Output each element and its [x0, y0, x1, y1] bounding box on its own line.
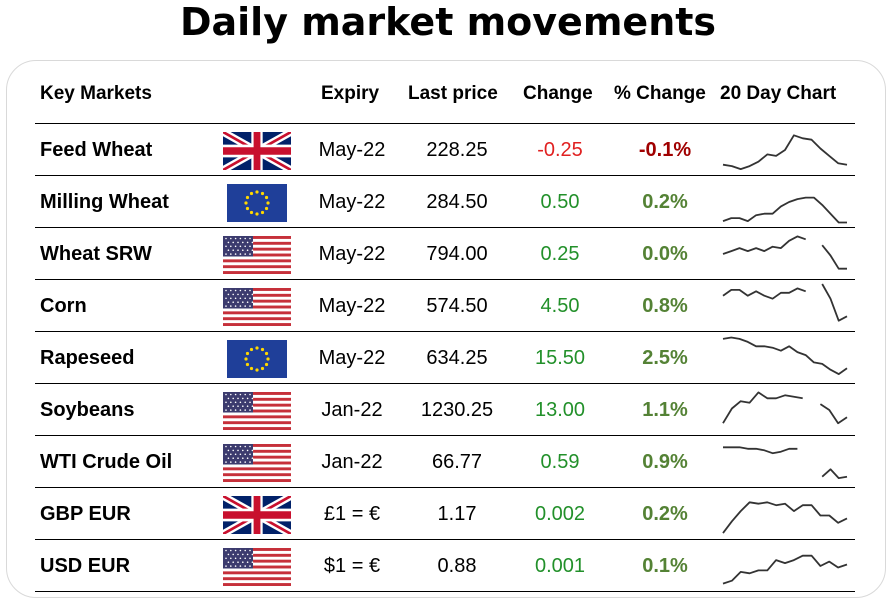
change-cell: 0.50	[540, 191, 580, 213]
table-row: WTI Crude Oil Jan-22 66.77 0.59 0.9%	[35, 435, 855, 488]
expiry-cell: May-22	[318, 139, 386, 161]
change-cell: -0.25	[537, 139, 583, 161]
table-row: GBP EUR £1 = € 1.17 0.002 0.2%	[35, 487, 855, 540]
header-key-markets: Key Markets	[40, 83, 152, 104]
sparkline-chart	[722, 391, 848, 425]
sparkline-path	[722, 235, 847, 270]
sparkline-chart	[722, 196, 847, 224]
expiry-cell: May-22	[318, 243, 386, 265]
table-row: USD EUR $1 = € 0.88 0.001 0.1%	[35, 539, 855, 592]
change-cell: 4.50	[540, 295, 580, 317]
table-bottom-rule	[35, 591, 855, 592]
sparkline-chart	[722, 235, 847, 270]
us-flag-icon	[223, 548, 291, 586]
change-cell: 15.50	[534, 347, 586, 369]
market-name: Feed Wheat	[40, 139, 153, 161]
market-name: WTI Crude Oil	[40, 451, 173, 473]
sparkline-path	[722, 501, 848, 534]
table-row: Soybeans Jan-22 1230.25 13.00 1.1%	[35, 383, 855, 436]
pct-change-cell: -0.1%	[638, 139, 692, 161]
sparkline-path	[722, 391, 848, 425]
last-price-cell: 574.50	[426, 295, 488, 317]
sparkline-chart	[722, 283, 848, 322]
expiry-cell: £1 = €	[323, 503, 381, 525]
sparkline-chart	[722, 134, 848, 170]
change-cell: 0.001	[534, 555, 586, 577]
header-change: Change	[523, 83, 593, 104]
change-cell: 0.25	[540, 243, 580, 265]
pct-change-cell: 0.8%	[642, 295, 688, 317]
header-20-day-chart: 20 Day Chart	[720, 83, 837, 104]
pct-change-cell: 0.0%	[642, 243, 688, 265]
market-name: Corn	[40, 295, 87, 317]
us-flag-icon	[223, 444, 291, 482]
last-price-cell: 66.77	[431, 451, 483, 473]
sparkline-path	[722, 336, 848, 375]
pct-change-cell: 2.5%	[642, 347, 688, 369]
last-price-cell: 794.00	[426, 243, 488, 265]
market-name: GBP EUR	[40, 503, 131, 525]
sparkline-path	[722, 554, 848, 585]
us-flag-icon	[223, 236, 291, 274]
market-table-card	[6, 60, 886, 598]
sparkline-path	[722, 134, 848, 170]
pct-change-cell: 1.1%	[642, 399, 688, 421]
sparkline-path	[722, 283, 848, 322]
last-price-cell: 634.25	[426, 347, 488, 369]
last-price-cell: 1230.25	[420, 399, 494, 421]
us-flag-icon	[223, 288, 291, 326]
pct-change-cell: 0.9%	[642, 451, 688, 473]
uk-flag-icon	[221, 492, 293, 538]
last-price-cell: 228.25	[426, 139, 488, 161]
header-expiry: Expiry	[321, 83, 380, 104]
table-row: Feed Wheat May-22 228.25 -0.25 -0.1%	[35, 123, 855, 176]
sparkline-path	[722, 196, 847, 224]
change-cell: 0.002	[534, 503, 586, 525]
expiry-cell: $1 = €	[323, 555, 381, 577]
eu-flag-icon	[223, 184, 291, 222]
table-row: Wheat SRW May-22 794.00 0.25 0.0%	[35, 227, 855, 280]
expiry-cell: Jan-22	[321, 451, 383, 473]
market-name: Rapeseed	[40, 347, 135, 369]
table-row: Milling Wheat May-22 284.50 0.50 0.2%	[35, 175, 855, 228]
change-cell: 0.59	[540, 451, 580, 473]
eu-flag-icon	[223, 340, 291, 378]
expiry-cell: May-22	[318, 347, 386, 369]
pct-change-cell: 0.2%	[642, 503, 688, 525]
header-pct-change: % Change	[614, 83, 706, 104]
sparkline-path	[723, 446, 848, 479]
last-price-cell: 0.88	[437, 555, 477, 577]
market-name: Soybeans	[40, 399, 135, 421]
header-last-price: Last price	[408, 83, 498, 104]
market-name: USD EUR	[40, 555, 131, 577]
pct-change-cell: 0.1%	[642, 555, 688, 577]
uk-flag-icon	[221, 128, 293, 174]
table-row: Rapeseed May-22 634.25 15.50 2.5%	[35, 331, 855, 384]
expiry-cell: May-22	[318, 295, 386, 317]
us-flag-icon	[223, 392, 291, 430]
market-name: Wheat SRW	[40, 243, 152, 265]
sparkline-chart	[722, 501, 848, 534]
last-price-cell: 284.50	[426, 191, 488, 213]
change-cell: 13.00	[534, 399, 586, 421]
last-price-cell: 1.17	[437, 503, 477, 525]
market-name: Milling Wheat	[40, 191, 169, 213]
sparkline-chart	[722, 554, 848, 585]
sparkline-chart	[722, 336, 848, 375]
pct-change-cell: 0.2%	[642, 191, 688, 213]
expiry-cell: Jan-22	[321, 399, 383, 421]
page-title: Daily market movements	[179, 0, 717, 44]
expiry-cell: May-22	[318, 191, 386, 213]
table-row: Corn May-22 574.50 4.50 0.8%	[35, 279, 855, 332]
sparkline-chart	[723, 446, 848, 479]
